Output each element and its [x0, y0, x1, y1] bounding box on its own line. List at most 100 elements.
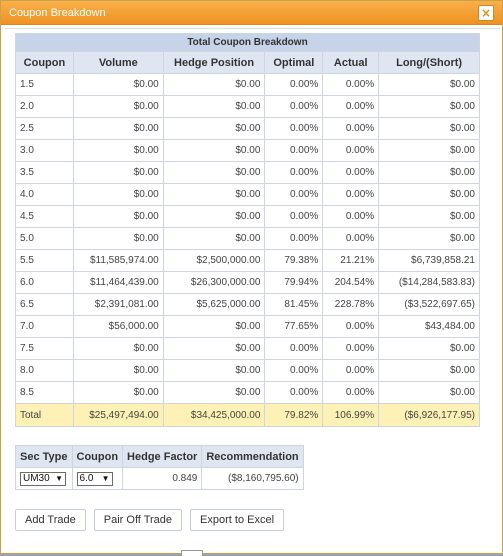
table-cell: 7.5 [15, 337, 74, 360]
table-cell: 0.00% [264, 227, 324, 250]
coupon-breakdown-table: Total Coupon Breakdown Coupon Volume Hedge… [15, 33, 480, 427]
table-cell: 0.00% [264, 139, 324, 162]
table-cell: $0.00 [378, 381, 480, 404]
table-cell: $0.00 [72, 161, 164, 184]
table-cell: 0.00% [264, 381, 324, 404]
column-header: Coupon [15, 51, 74, 74]
table-cell: ($3,522,697.65) [378, 293, 480, 316]
table-cell: 0.00% [322, 359, 380, 382]
column-header: Hedge Position [162, 51, 266, 74]
table-row: 2.0 $0.00 $0.00 0.00% 0.00% $0.00 [15, 95, 480, 118]
table-cell: 228.78% [322, 293, 380, 316]
table-cell: $43,484.00 [378, 315, 480, 338]
table-cell: $0.00 [162, 73, 266, 96]
table-cell: 0.00% [264, 183, 324, 206]
table-cell: $0.00 [72, 359, 164, 382]
total-cell: ($6,926,177.95) [378, 403, 480, 427]
security-table: Sec Type Coupon Hedge Factor Recommendat… [15, 445, 304, 490]
sec-type-select[interactable]: UM30 ▼ [20, 471, 66, 486]
table-cell: $26,300,000.00 [162, 271, 266, 294]
table-cell: $0.00 [378, 139, 480, 162]
add-trade-button[interactable]: Add Trade [15, 509, 86, 531]
table-header-row: Coupon Volume Hedge Position Optimal Actual L… [15, 51, 480, 74]
recommendation-header: Recommendation [201, 445, 304, 468]
table-cell: $0.00 [162, 315, 266, 338]
table-cell: $0.00 [378, 161, 480, 184]
total-cell: Total [15, 403, 74, 427]
chevron-down-icon: ▼ [55, 474, 63, 483]
table-cell: 7.0 [15, 315, 74, 338]
hedge-factor-value: 0.849 [122, 467, 203, 490]
sec-type-value: UM30 [23, 473, 50, 484]
action-buttons: Add Trade Pair Off Trade Export to Excel [15, 509, 285, 531]
table-cell: $11,464,439.00 [72, 271, 164, 294]
dialog-title: Coupon Breakdown [9, 6, 106, 19]
table-cell: 0.00% [322, 315, 380, 338]
table-cell: 0.00% [322, 381, 380, 404]
table-cell: $0.00 [72, 73, 164, 96]
table-cell: $0.00 [72, 205, 164, 228]
table-cell: 0.00% [264, 161, 324, 184]
table-row: 3.5 $0.00 $0.00 0.00% 0.00% $0.00 [15, 161, 480, 184]
table-cell: $5,625,000.00 [162, 293, 266, 316]
column-header: Long/(Short) [378, 51, 480, 74]
table-cell: 0.00% [322, 337, 380, 360]
table-cell: 0.00% [322, 227, 380, 250]
table-cell: 5.0 [15, 227, 74, 250]
dialog-titlebar[interactable]: Coupon Breakdown × [1, 1, 502, 25]
total-cell: 79.82% [264, 403, 324, 427]
table-cell: $0.00 [162, 359, 266, 382]
resize-handle[interactable] [181, 550, 203, 556]
table-cell: $0.00 [72, 95, 164, 118]
table-cell: $0.00 [162, 95, 266, 118]
table-cell: 0.00% [264, 73, 324, 96]
table-cell: $56,000.00 [72, 315, 164, 338]
table-cell: 0.00% [322, 117, 380, 140]
pair-off-trade-button[interactable]: Pair Off Trade [93, 509, 183, 531]
table-row: 7.5 $0.00 $0.00 0.00% 0.00% $0.00 [15, 337, 480, 360]
table-cell: 0.00% [322, 161, 380, 184]
table-caption: Total Coupon Breakdown [15, 33, 480, 52]
total-cell: $25,497,494.00 [72, 403, 164, 427]
table-cell: 0.00% [322, 95, 380, 118]
table-cell: 0.00% [264, 117, 324, 140]
table-cell: $0.00 [162, 161, 266, 184]
table-cell: 204.54% [322, 271, 380, 294]
table-cell: $0.00 [378, 227, 480, 250]
table-cell: $0.00 [378, 337, 480, 360]
coupon-header: Coupon [71, 445, 124, 468]
sec-type-cell: UM30 ▼ [15, 467, 73, 490]
security-row: UM30 ▼ 6.0 ▼ 0.849 ($8,160,795.60) [15, 467, 304, 490]
table-row: 6.5 $2,391,081.00 $5,625,000.00 81.45% 228.7… [15, 293, 480, 316]
table-row: 1.5 $0.00 $0.00 0.00% 0.00% $0.00 [15, 73, 480, 96]
coupon-cell: 6.0 ▼ [71, 467, 124, 490]
table-cell: 0.00% [322, 183, 380, 206]
coupon-select[interactable]: 6.0 ▼ [76, 471, 113, 486]
table-row: 5.0 $0.00 $0.00 0.00% 0.00% $0.00 [15, 227, 480, 250]
total-cell: 106.99% [322, 403, 380, 427]
table-cell: 0.00% [322, 139, 380, 162]
table-cell: $0.00 [162, 117, 266, 140]
table-cell: 0.00% [264, 95, 324, 118]
breakdown-scroll-area[interactable]: Total Coupon Breakdown Coupon Volume Hedge… [5, 28, 500, 468]
table-cell: $6,739,858.21 [378, 249, 480, 272]
table-row: 4.5 $0.00 $0.00 0.00% 0.00% $0.00 [15, 205, 480, 228]
table-cell: 1.5 [15, 73, 74, 96]
close-icon[interactable]: × [478, 4, 494, 21]
table-cell: $0.00 [72, 337, 164, 360]
table-cell: 81.45% [264, 293, 324, 316]
table-cell: 77.65% [264, 315, 324, 338]
table-cell: $0.00 [378, 183, 480, 206]
table-row: 3.0 $0.00 $0.00 0.00% 0.00% $0.00 [15, 139, 480, 162]
table-cell: $0.00 [162, 227, 266, 250]
export-to-excel-button[interactable]: Export to Excel [190, 509, 285, 531]
hedge-factor-header: Hedge Factor [122, 445, 203, 468]
table-cell: $0.00 [72, 227, 164, 250]
table-cell: 21.21% [322, 249, 380, 272]
table-cell: 8.5 [15, 381, 74, 404]
table-cell: $0.00 [162, 381, 266, 404]
table-cell: 2.0 [15, 95, 74, 118]
table-cell: 0.00% [322, 205, 380, 228]
table-row: 8.5 $0.00 $0.00 0.00% 0.00% $0.00 [15, 381, 480, 404]
